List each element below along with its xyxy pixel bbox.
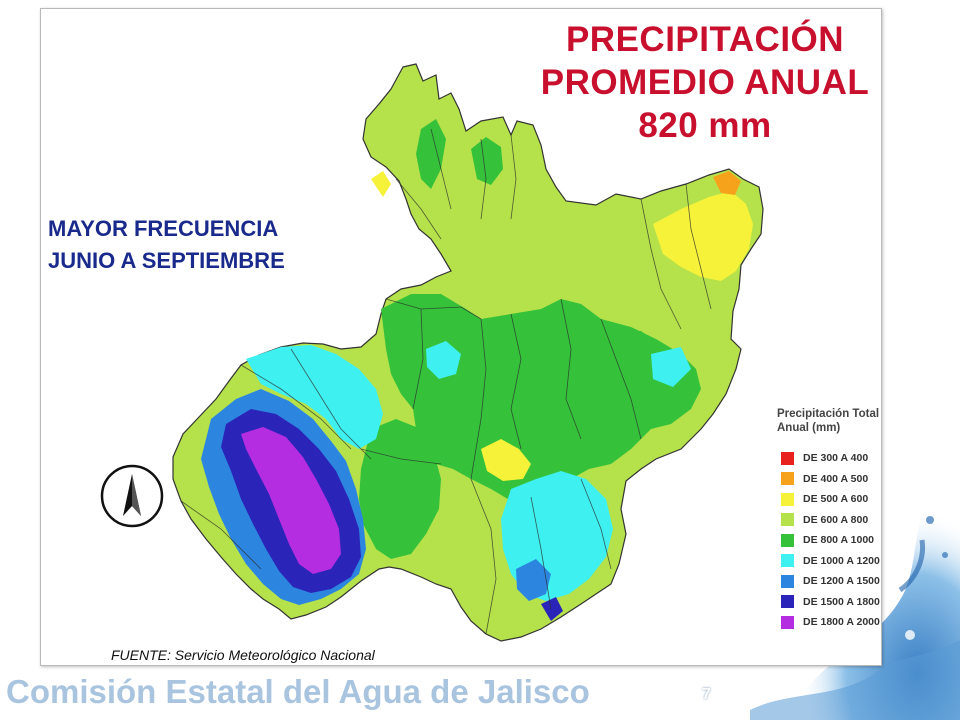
legend-label: DE 1200 A 1500: [803, 575, 880, 588]
frequency-note: MAYOR FRECUENCIA JUNIO A SEPTIEMBRE: [48, 213, 285, 277]
legend-label: DE 1500 A 1800: [803, 595, 880, 608]
legend-label: DE 300 A 400: [803, 452, 869, 465]
footer-brand: Comisión Estatal del Agua de Jalisco: [6, 673, 590, 710]
legend-swatch: [781, 492, 794, 506]
title-line-1: PRECIPITACIÓN: [565, 20, 845, 59]
legend-label: DE 800 A 1000: [803, 534, 875, 547]
legend-swatch: [781, 451, 794, 465]
legend-swatch: [781, 513, 794, 527]
title-line-2: PROMEDIO ANUAL: [540, 63, 870, 102]
legend-item: DE 1000 A 1200: [777, 551, 913, 572]
legend-item: DE 800 A 1000: [777, 530, 913, 551]
legend-swatch: [781, 574, 794, 588]
legend-label: DE 1800 A 2000: [803, 616, 880, 629]
legend-title-line-2: Anual (mm): [777, 422, 841, 434]
legend-item: DE 1500 A 1800: [777, 592, 913, 613]
legend-swatch: [781, 595, 794, 609]
legend-swatch: [781, 533, 794, 547]
legend-swatch: [781, 472, 794, 486]
title-line-3: 820 mm: [638, 106, 772, 145]
map-legend: Precipitación Total Anual (mm) DE 300 A …: [777, 407, 913, 633]
legend-swatch: [781, 615, 794, 629]
legend-item: DE 600 A 800: [777, 510, 913, 531]
slide-title: PRECIPITACIÓN PROMEDIO ANUAL 820 mm: [520, 18, 890, 147]
map-frame: Precipitación Total Anual (mm) DE 300 A …: [40, 8, 882, 666]
source-caption: FUENTE: Servicio Meteorológico Nacional: [111, 647, 375, 663]
legend-label: DE 1000 A 1200: [803, 554, 880, 567]
legend-title-line-1: Precipitación Total: [777, 408, 880, 420]
water-splash-decoration: [750, 485, 960, 720]
north-arrow-icon: [100, 464, 164, 528]
legend-item: DE 400 A 500: [777, 469, 913, 490]
legend-item: DE 1200 A 1500: [777, 571, 913, 592]
legend-label: DE 500 A 600: [803, 493, 869, 506]
legend-label: DE 400 A 500: [803, 472, 869, 485]
legend-item: DE 500 A 600: [777, 489, 913, 510]
legend-swatch: [781, 554, 794, 568]
legend-item: DE 300 A 400: [777, 448, 913, 469]
jalisco-state-map: [172, 63, 764, 642]
legend-title: Precipitación Total Anual (mm): [777, 407, 913, 435]
precipitation-map: [100, 63, 764, 642]
frequency-line-1: MAYOR FRECUENCIA: [48, 216, 279, 241]
legend-label: DE 600 A 800: [803, 513, 869, 526]
legend-items: DE 300 A 400 DE 400 A 500 DE 500 A 600 D…: [777, 448, 913, 633]
page-number: 7: [702, 686, 711, 703]
legend-item: DE 1800 A 2000: [777, 612, 913, 633]
frequency-line-2: JUNIO A SEPTIEMBRE: [48, 248, 285, 273]
